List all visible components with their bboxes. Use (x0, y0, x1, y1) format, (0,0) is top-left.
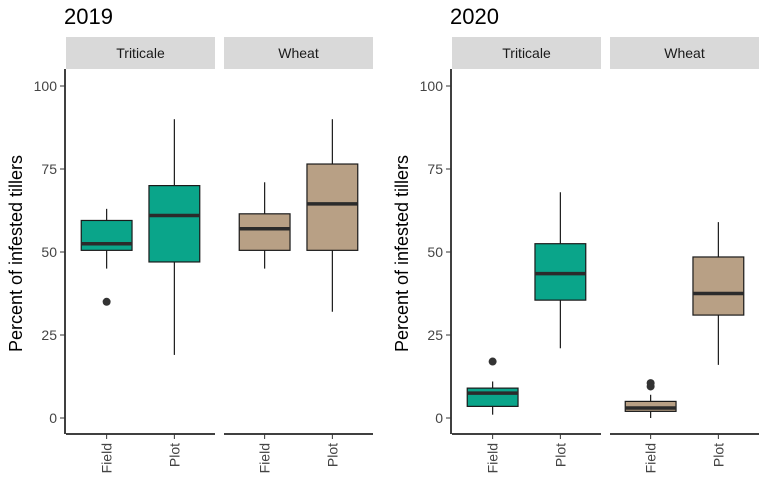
y-tick-label: 100 (420, 78, 444, 94)
box-field: Field (80, 208, 133, 473)
box-plot: Plot (534, 192, 587, 467)
x-tick-label: Field (99, 443, 115, 473)
box-field: Field (238, 182, 291, 473)
outlier-point (646, 379, 655, 388)
facet-strip (224, 37, 373, 69)
facet-strip-label: Wheat (278, 45, 319, 61)
facet-strip (610, 37, 759, 69)
y-tick-label: 0 (49, 410, 57, 426)
box-plot: Plot (306, 119, 359, 467)
outlier-point (102, 297, 111, 306)
y-tick-label: 75 (41, 161, 57, 177)
box-iqr (306, 163, 359, 251)
facet-strip (452, 37, 601, 69)
facet-wheat: Wheat Field Plot (224, 37, 373, 473)
box-iqr (692, 256, 745, 316)
box-iqr (238, 213, 291, 251)
chart-title: 2020 (450, 4, 499, 29)
box-plot: Plot (692, 222, 745, 467)
box-iqr (80, 219, 133, 251)
y-axis-label: Percent of infested tillers (6, 155, 26, 352)
x-tick-label: Field (257, 443, 273, 473)
box-field: Field (624, 379, 677, 473)
box-iqr (466, 387, 519, 407)
x-tick-label: Field (485, 443, 501, 473)
x-tick-label: Plot (324, 443, 340, 467)
y-axis-label: Percent of infested tillers (392, 155, 412, 352)
y-tick-label: 100 (34, 78, 58, 94)
chart-2019: 2019 0 25 50 75 100 Percent of infested tiller… (6, 4, 373, 473)
chart-title: 2019 (64, 4, 113, 29)
y-tick-label: 75 (427, 161, 443, 177)
facet-strip-label: Triticale (502, 45, 551, 61)
facet-triticale: Triticale Field Plot (66, 37, 215, 473)
y-tick-label: 50 (427, 244, 443, 260)
box-plot: Plot (148, 119, 201, 467)
facet-wheat: Wheat Field Plot (610, 37, 759, 473)
x-tick-label: Field (643, 443, 659, 473)
box-field: Field (466, 357, 519, 473)
x-tick-label: Plot (166, 443, 182, 467)
facet-strip-label: Triticale (116, 45, 165, 61)
x-tick-label: Plot (710, 443, 726, 467)
facet-strip (66, 37, 215, 69)
y-tick-label: 0 (435, 410, 443, 426)
y-tick-label: 25 (41, 327, 57, 343)
facet-triticale: Triticale Field Plot (452, 37, 601, 473)
box-iqr (148, 185, 201, 263)
y-tick-label: 50 (41, 244, 57, 260)
facet-strip-label: Wheat (664, 45, 705, 61)
x-tick-label: Plot (552, 443, 568, 467)
y-tick-label: 25 (427, 327, 443, 343)
outlier-point (488, 357, 497, 366)
chart-2020: 2020 0 25 50 75 100 Percent of infested tiller… (392, 4, 759, 473)
